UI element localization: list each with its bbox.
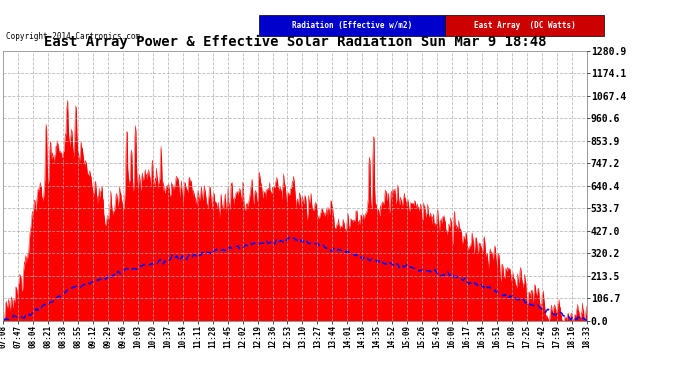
Text: East Array  (DC Watts): East Array (DC Watts) <box>473 21 575 30</box>
Title: East Array Power & Effective Solar Radiation Sun Mar 9 18:48: East Array Power & Effective Solar Radia… <box>43 35 546 50</box>
Text: Copyright 2014 Cartronics.com: Copyright 2014 Cartronics.com <box>6 32 139 41</box>
Text: Radiation (Effective w/m2): Radiation (Effective w/m2) <box>292 21 412 30</box>
